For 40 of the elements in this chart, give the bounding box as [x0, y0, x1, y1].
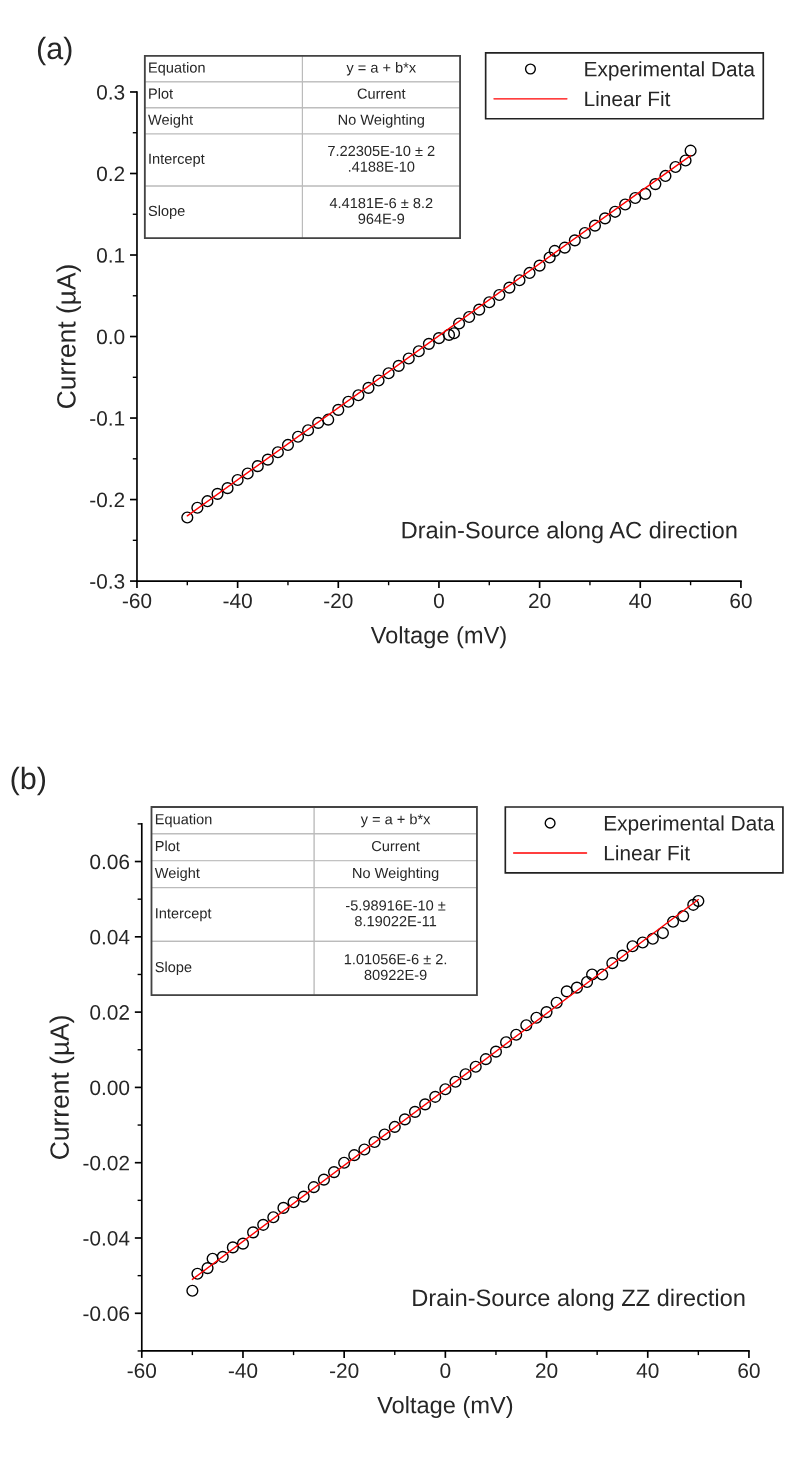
x-axis-title: Voltage (mV) [377, 1396, 513, 1419]
x-tick-label: -40 [228, 1363, 258, 1379]
y-tick-label: -0.1 [90, 411, 125, 426]
y-tick-label: 0.00 [90, 1080, 130, 1096]
y-tick-label: -0.02 [83, 1155, 129, 1171]
y-tick-label: -0.06 [83, 1306, 130, 1322]
x-tick-label: -60 [127, 1363, 157, 1379]
x-tick-label: 20 [536, 1363, 558, 1379]
x-tick-label: 40 [629, 593, 652, 609]
x-tick-label: 0 [440, 1363, 451, 1379]
x-tick-label: -20 [324, 593, 353, 609]
y-tick-label: 0.3 [97, 84, 125, 100]
y-tick-label: -0.04 [83, 1231, 130, 1246]
legend-label: Experimental Data [585, 61, 755, 81]
y-axis-title: Current (µA) [49, 1016, 75, 1159]
y-tick-label: -0.3 [90, 574, 125, 589]
y-tick-label: 0.1 [97, 248, 125, 263]
x-tick-label: 0 [433, 593, 444, 609]
text: (a) [37, 36, 72, 66]
text: (b) [11, 766, 46, 796]
legend-label: Linear Fit [585, 91, 671, 107]
y-tick-label: -0.2 [90, 492, 125, 508]
annotation: Drain-Source along ZZ direction [413, 1288, 745, 1311]
x-tick-label: 60 [738, 1363, 760, 1379]
x-tick-label: 40 [636, 1363, 659, 1379]
legend-label: Experimental Data [604, 815, 775, 835]
x-tick-label: -20 [330, 1363, 359, 1379]
annotation: Drain-Source along AC direction [402, 521, 737, 544]
y-tick-label: 0.2 [97, 166, 125, 182]
x-tick-label: 60 [730, 593, 752, 609]
x-tick-label: -60 [122, 593, 152, 609]
x-tick-label: -40 [223, 593, 252, 609]
x-tick-label: 20 [529, 593, 551, 609]
y-tick-label: 0.02 [90, 1005, 129, 1020]
x-axis-title: Voltage (mV) [370, 626, 506, 649]
y-tick-label: 0.04 [90, 929, 130, 945]
legend-label: Linear Fit [604, 845, 690, 861]
y-tick-label: 0.0 [97, 329, 125, 345]
y-axis-title: Current (µA) [56, 265, 81, 409]
y-tick-label: 0.06 [90, 854, 130, 870]
